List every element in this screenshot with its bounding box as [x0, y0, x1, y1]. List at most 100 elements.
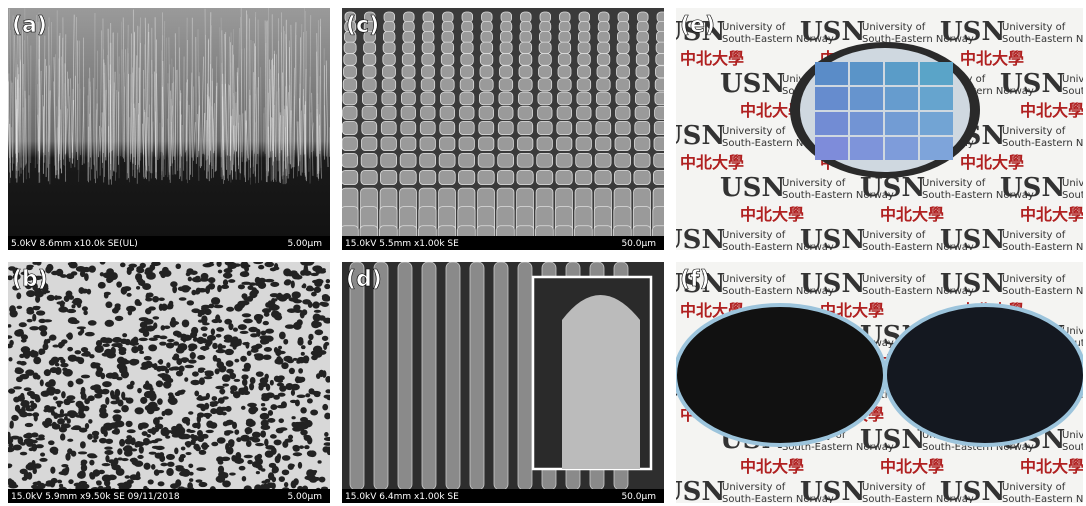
pore: [196, 467, 206, 471]
pillar: [422, 66, 435, 78]
pore: [325, 389, 331, 393]
pore: [25, 433, 33, 439]
logo: USN: [720, 69, 785, 99]
pore: [124, 450, 133, 457]
pore: [236, 437, 241, 442]
pore: [115, 316, 123, 321]
pore: [173, 331, 181, 337]
pillar: [441, 66, 454, 78]
pillar: [402, 54, 415, 66]
pore: [77, 357, 84, 364]
pore: [255, 282, 262, 286]
pore: [44, 369, 51, 376]
pore: [184, 377, 188, 382]
pore: [270, 282, 279, 287]
pore: [254, 353, 264, 357]
pore: [66, 334, 71, 338]
logo: USN: [660, 225, 725, 255]
pillar: [557, 137, 572, 151]
pore: [282, 455, 291, 461]
pillar: [401, 92, 415, 105]
pillar: [519, 79, 532, 91]
pore: [85, 332, 95, 337]
pore: [298, 462, 302, 469]
logo-text: South-Eastern Norway: [1002, 242, 1086, 253]
pore: [217, 285, 222, 292]
pore: [255, 443, 264, 446]
pore: [15, 367, 22, 371]
pore: [134, 461, 143, 467]
pillar: [636, 79, 649, 91]
pore: [68, 479, 73, 484]
pore: [222, 383, 229, 386]
pillar: [499, 106, 513, 119]
pillar: [519, 66, 532, 78]
cell: [850, 137, 883, 160]
pore: [104, 292, 111, 295]
logo: USN: [800, 269, 865, 299]
pillar: [361, 170, 377, 184]
pore: [288, 435, 293, 440]
pore: [324, 284, 330, 289]
pillar: [556, 170, 572, 184]
pore: [92, 431, 99, 436]
pore: [198, 368, 206, 371]
pillar: [518, 92, 532, 105]
pore: [58, 306, 68, 312]
pore: [285, 324, 295, 329]
inset-pillar: [562, 295, 640, 469]
logo-text: University of: [862, 482, 926, 493]
pillar: [479, 106, 493, 119]
pillar: [540, 21, 551, 32]
pore: [326, 395, 332, 400]
pore: [88, 455, 98, 459]
pore: [199, 482, 208, 487]
pillar: [655, 79, 668, 91]
pillar: [596, 137, 611, 151]
pore: [32, 314, 36, 322]
pore: [188, 464, 193, 468]
pillar: [342, 153, 358, 167]
pillar: [462, 12, 473, 22]
pore: [248, 327, 258, 332]
pore: [273, 266, 280, 270]
pore: [49, 335, 57, 341]
pillar: [558, 79, 571, 91]
pillar: [657, 12, 668, 22]
pore: [201, 326, 208, 331]
pore: [188, 430, 196, 433]
pore: [278, 418, 283, 423]
pillar: [478, 170, 494, 184]
pore: [291, 280, 295, 288]
pore: [278, 393, 286, 397]
pore: [155, 424, 163, 430]
pore: [218, 460, 224, 464]
pillar: [482, 12, 493, 22]
logo-cn: 中北大學: [1020, 205, 1084, 224]
pore: [314, 310, 321, 313]
pillar: [382, 106, 396, 119]
pore: [20, 361, 27, 366]
pore: [167, 462, 175, 467]
pore: [78, 451, 87, 454]
pillar: [520, 42, 532, 53]
pore: [240, 331, 249, 334]
pillar: [381, 153, 397, 167]
pillar: [461, 42, 473, 53]
pore: [72, 301, 79, 304]
pore: [218, 343, 223, 350]
pillar: [440, 106, 454, 119]
pillar: [498, 121, 513, 134]
pore: [60, 359, 65, 364]
pillar: [458, 170, 474, 184]
pore: [7, 324, 11, 328]
logo-cn: 中北大學: [680, 153, 744, 172]
info-text: 5.0kV 8.6mm x10.0k SE(UL): [11, 239, 138, 249]
pore: [226, 360, 234, 367]
pore: [83, 310, 87, 315]
pore: [102, 463, 111, 466]
pillar: [559, 21, 570, 32]
pore: [308, 301, 313, 308]
pore: [112, 414, 121, 420]
pillar: [598, 42, 610, 53]
